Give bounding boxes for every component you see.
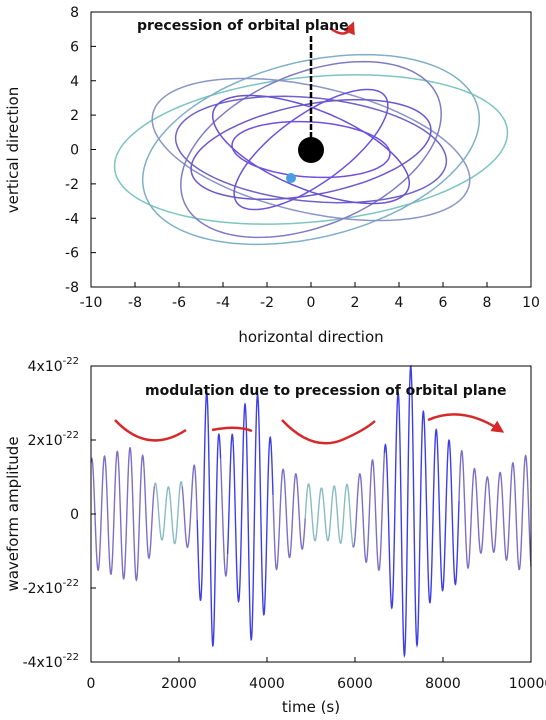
bottom-x-tick-label: 6000 [337,676,373,692]
top-x-tick-label: 8 [483,295,492,311]
waveform-panel: modulation due to precession of orbital … [4,356,546,716]
waveform-segment [304,483,354,546]
top-y-tick-label: 0 [70,143,79,159]
top-x-tick-label: -6 [172,295,186,311]
bottom-x-tick-label: 2000 [161,676,197,692]
waveform-curve [90,364,532,659]
top-y-tick-label: -4 [65,211,79,227]
bottom-x-tick-label: 4000 [249,676,285,692]
top-x-tick-label: 6 [439,295,448,311]
top-x-tick-label: 4 [395,295,404,311]
top-x-tick-label: 0 [307,295,316,311]
companion-body [286,173,296,183]
orbit-path [233,88,389,211]
waveform-segment [352,452,386,571]
orbit-path [231,120,391,179]
waveform-segment [196,390,222,647]
orbit-path [141,53,481,246]
orbit-panel: precession of orbital plane -10 -8 -6 -4 -2 0… [4,5,540,346]
bottom-x-tick-label: 10000 [509,676,546,692]
bottom-y-tick-label: -2x10-22 [23,578,79,597]
orbit-path [190,98,432,201]
top-annotation: precession of orbital plane [137,18,349,34]
bottom-y-tick-label: -4x10-22 [23,652,79,671]
top-y-tick-label: -6 [65,246,79,262]
top-y-tick-label: 6 [70,39,79,55]
top-x-tick-label: 10 [522,295,540,311]
precession-arrow [329,21,355,36]
central-body [298,137,324,163]
waveform-segment [383,364,460,659]
top-y-tick-label: 8 [70,5,79,21]
top-x-axis-label: horizontal direction [238,328,383,346]
top-x-tick-label: -2 [260,295,274,311]
orbit-curves [113,53,509,246]
bottom-x-tick-label: 8000 [425,676,461,692]
waveform-segment [181,464,198,549]
waveform-segment [219,458,229,577]
waveform-segment [153,480,183,545]
waveform-segment [226,392,274,642]
top-x-axis: -10 -8 -6 -4 -2 0 2 4 6 8 10 [80,282,540,311]
bottom-y-axis: 4x10-22 2x10-22 0 -2x10-22 -4x10-22 [23,356,96,671]
waveform-segment [272,468,306,571]
orbit-path [113,74,509,225]
top-y-tick-label: -2 [65,177,79,193]
bottom-x-tick-label: 0 [87,676,96,692]
top-x-tick-label: -10 [80,295,103,311]
bottom-y-axis-label: waveform amplitude [4,436,22,591]
top-y-tick-label: -8 [65,280,79,296]
top-y-tick-label: 4 [70,74,79,90]
top-x-tick-label: 2 [351,295,360,311]
bottom-y-tick-label: 2x10-22 [28,430,79,449]
modulation-arrow [114,413,500,445]
top-x-tick-label: -8 [128,295,142,311]
bottom-annotation: modulation due to precession of orbital … [145,383,507,399]
top-y-axis-label: vertical direction [4,87,22,213]
waveform-segment [458,450,532,571]
bottom-x-axis-label: time (s) [282,698,340,716]
bottom-y-tick-label: 4x10-22 [28,356,79,375]
orbit-path [180,60,442,239]
waveform-segment [90,446,156,582]
top-y-axis: -8 -6 -4 -2 0 2 4 6 8 [65,5,96,296]
top-x-tick-label: -4 [216,295,230,311]
bottom-x-axis: 0 2000 4000 6000 8000 10000 [87,657,546,692]
orbit-path [211,94,411,205]
top-y-tick-label: 2 [70,108,79,124]
orbit-path [151,77,471,222]
bottom-y-tick-label: 0 [70,507,79,523]
